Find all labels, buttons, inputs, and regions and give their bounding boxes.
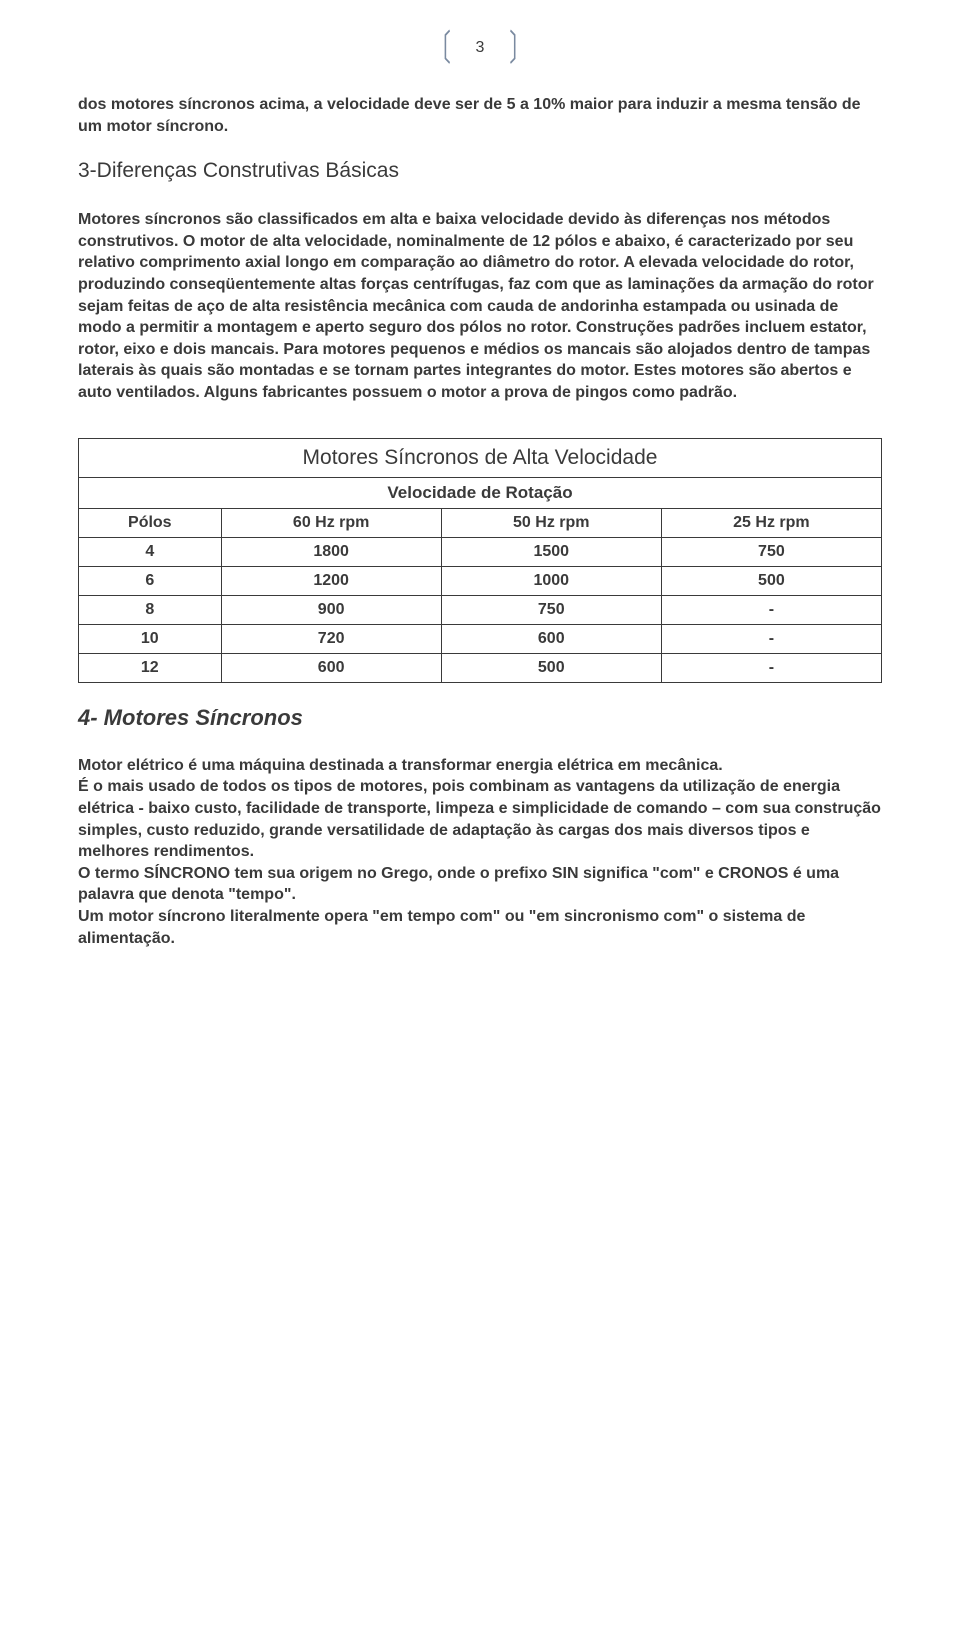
table-row: 12 600 500 - bbox=[79, 653, 882, 682]
table-cell: 500 bbox=[441, 653, 661, 682]
bracket-left-icon: 〔 bbox=[428, 30, 452, 66]
table-title-row: Motores Síncronos de Alta Velocidade bbox=[79, 438, 882, 477]
table-cell: 1000 bbox=[441, 566, 661, 595]
table-cell: 12 bbox=[79, 653, 222, 682]
table-header-row: Pólos 60 Hz rpm 50 Hz rpm 25 Hz rpm bbox=[79, 508, 882, 537]
table-cell: - bbox=[661, 595, 881, 624]
bracket-right-icon: 〕 bbox=[508, 30, 532, 66]
table-row: 10 720 600 - bbox=[79, 624, 882, 653]
paragraph-4b: É o mais usado de todos os tipos de moto… bbox=[78, 776, 882, 862]
table-container: Motores Síncronos de Alta Velocidade Vel… bbox=[78, 438, 882, 683]
table-cell: 900 bbox=[221, 595, 441, 624]
table-header-cell: 60 Hz rpm bbox=[221, 508, 441, 537]
table-header-cell: Pólos bbox=[79, 508, 222, 537]
table-cell: 600 bbox=[441, 624, 661, 653]
paragraph-4d: Um motor síncrono literalmente opera "em… bbox=[78, 906, 882, 949]
page-number: 3 bbox=[460, 39, 501, 57]
table-cell: - bbox=[661, 653, 881, 682]
table-cell: 1800 bbox=[221, 537, 441, 566]
table-cell: 720 bbox=[221, 624, 441, 653]
table-cell: 600 bbox=[221, 653, 441, 682]
table-cell: - bbox=[661, 624, 881, 653]
table-header-cell: 25 Hz rpm bbox=[661, 508, 881, 537]
paragraph-intro-continuation: dos motores síncronos acima, a velocidad… bbox=[78, 94, 882, 137]
table-cell: 6 bbox=[79, 566, 222, 595]
heading-section-3: 3-Diferenças Construtivas Básicas bbox=[78, 159, 882, 183]
table-row: 8 900 750 - bbox=[79, 595, 882, 624]
table-title-cell: Motores Síncronos de Alta Velocidade bbox=[79, 438, 882, 477]
table-row: 4 1800 1500 750 bbox=[79, 537, 882, 566]
table-row: 6 1200 1000 500 bbox=[79, 566, 882, 595]
table-cell: 10 bbox=[79, 624, 222, 653]
paragraph-4a: Motor elétrico é uma máquina destinada a… bbox=[78, 755, 882, 777]
table-subtitle-row: Velocidade de Rotação bbox=[79, 477, 882, 508]
document-page: 〔 3 〕 dos motores síncronos acima, a vel… bbox=[0, 0, 960, 1011]
table-title: Motores Síncronos de Alta Velocidade bbox=[87, 444, 873, 472]
table-cell: 500 bbox=[661, 566, 881, 595]
paragraph-section-3-body: Motores síncronos são classificados em a… bbox=[78, 209, 882, 403]
paragraph-4c: O termo SÍNCRONO tem sua origem no Grego… bbox=[78, 863, 882, 906]
table-cell: 1500 bbox=[441, 537, 661, 566]
page-number-bracket: 〔 3 〕 bbox=[420, 30, 541, 66]
table-cell: 8 bbox=[79, 595, 222, 624]
table-cell: 4 bbox=[79, 537, 222, 566]
heading-section-4: 4- Motores Síncronos bbox=[78, 705, 882, 731]
page-number-ornament: 〔 3 〕 bbox=[78, 30, 882, 66]
table-cell: 750 bbox=[661, 537, 881, 566]
table-header-cell: 50 Hz rpm bbox=[441, 508, 661, 537]
table-cell: 1200 bbox=[221, 566, 441, 595]
speed-table: Motores Síncronos de Alta Velocidade Vel… bbox=[78, 438, 882, 683]
table-subtitle: Velocidade de Rotação bbox=[79, 477, 882, 508]
table-cell: 750 bbox=[441, 595, 661, 624]
